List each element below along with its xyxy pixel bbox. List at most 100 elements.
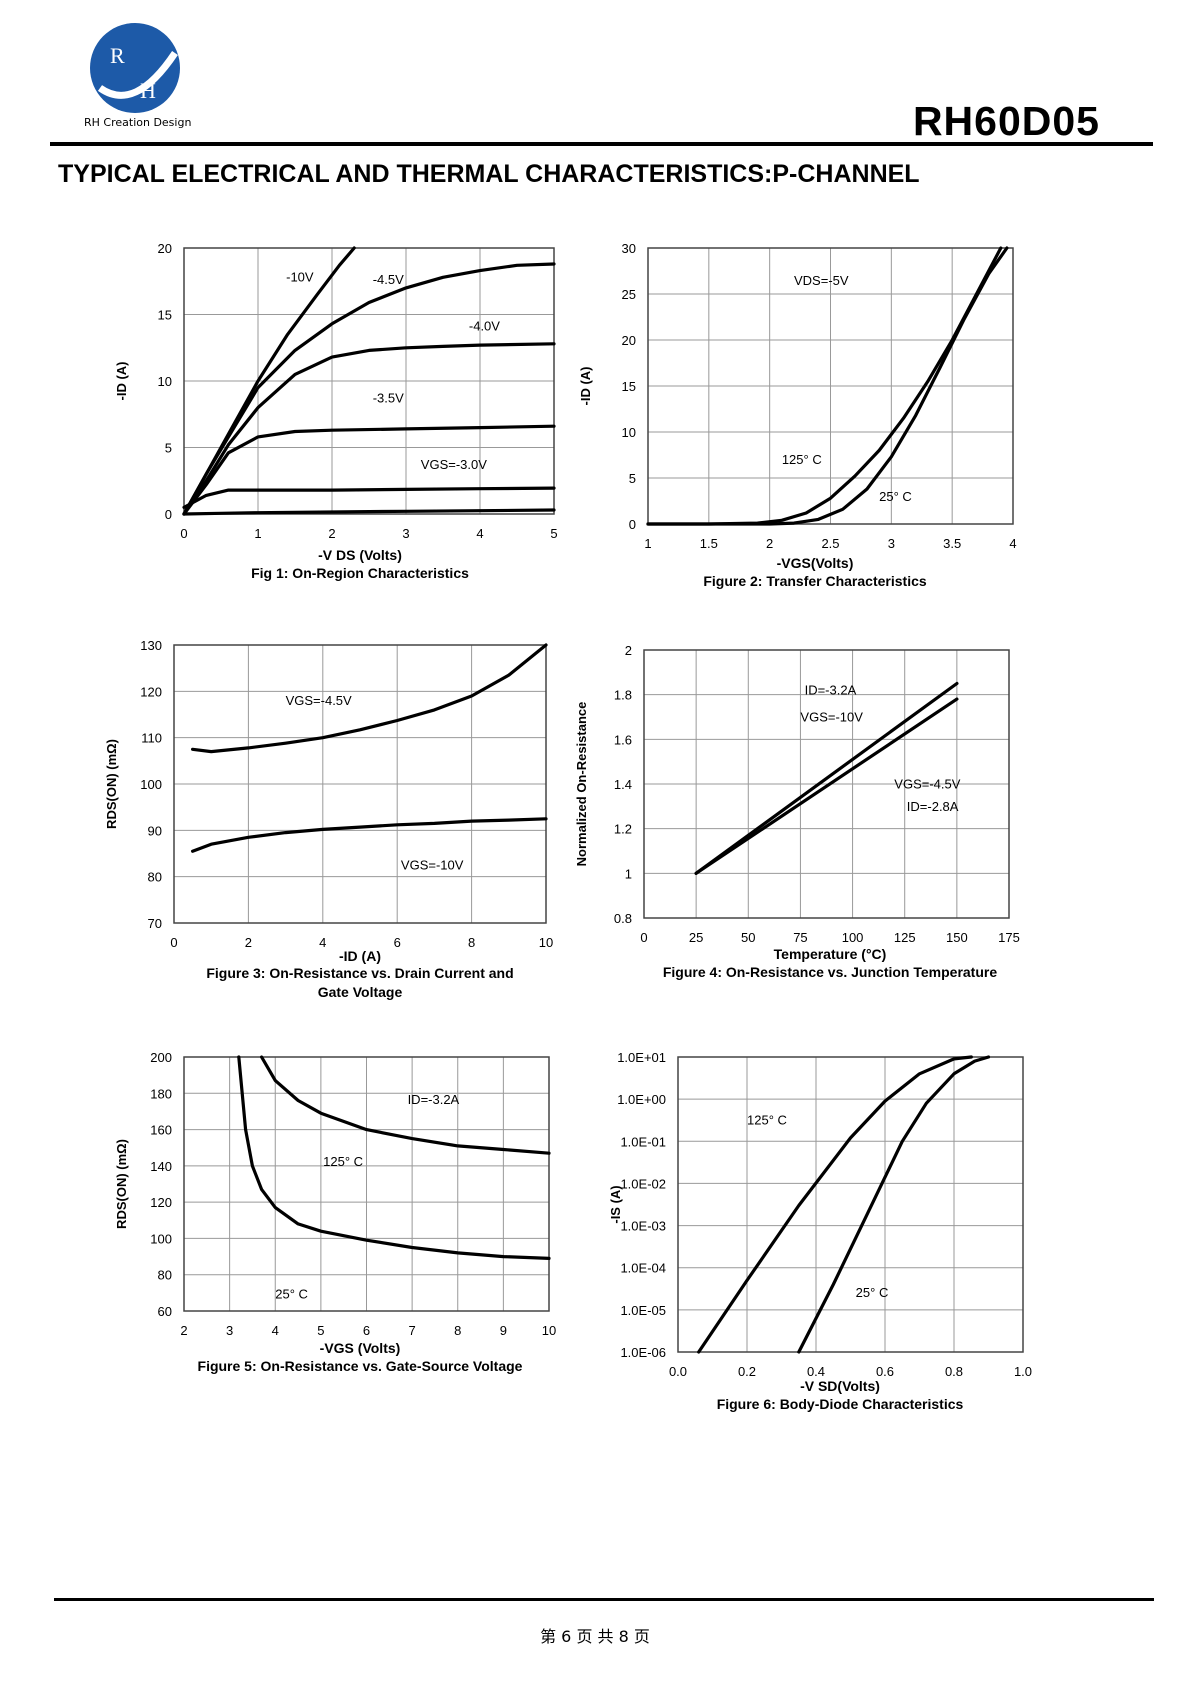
fig1-plot-frame [183,247,555,515]
fig6-y-tick-label: 1.0E-06 [620,1345,666,1360]
fig5-caption: Figure 5: On-Resistance vs. Gate-Source … [198,1358,523,1374]
fig3-x-tick-label: 4 [319,935,326,950]
fig3-series-line-1 [191,817,548,853]
fig2-x-tick-label: 2 [766,536,773,551]
fig4-x-tick-label: 75 [793,930,807,945]
fig4-x-tick-label: 100 [842,930,864,945]
part-number: RH60D05 [912,98,1100,144]
fig2-x-tick-label: 3.5 [943,536,961,551]
fig5-y-tick-label: 120 [150,1195,172,1210]
fig1-annotation: -4.5V [373,272,404,287]
fig6-x-tick-label: 0.0 [669,1364,687,1379]
fig1-x-tick-label: 1 [254,526,261,541]
fig4-y-axis-label: Normalized On-Resistance [574,702,589,867]
fig4-annotation: VGS=-4.5V [894,776,960,791]
fig3-plot-frame [173,644,547,924]
fig2-y-tick-label: 15 [622,379,636,394]
fig6-y-tick-label: 1.0E+00 [617,1092,666,1107]
fig1-y-tick-label: 15 [158,308,172,323]
fig4-x-tick-label: 125 [894,930,916,945]
fig1-x-axis-label: -V DS (Volts) [318,547,402,563]
header-rule [50,142,1153,146]
fig6-y-axis-label: -IS (A) [608,1185,623,1223]
fig1-x-tick-label: 2 [328,526,335,541]
fig4-x-tick-label: 0 [640,930,647,945]
fig5-x-tick-label: 4 [272,1323,279,1338]
fig2-plot-frame [647,247,1014,525]
fig1-caption: Fig 1: On-Region Characteristics [251,565,469,581]
fig4-annotation: ID=-2.8A [907,799,959,814]
fig5-annotation: ID=-3.2A [408,1092,460,1107]
page-number: 第 6 页 共 8 页 [540,1627,650,1646]
fig5-x-tick-label: 8 [454,1323,461,1338]
fig4-y-tick-label: 1.8 [614,688,632,703]
fig6-x-tick-label: 1.0 [1014,1364,1032,1379]
fig5-series-line-0 [260,1055,551,1155]
fig4-x-tick-label: 50 [741,930,755,945]
fig1-x-tick-label: 5 [550,526,557,541]
fig3-caption: Figure 3: On-Resistance vs. Drain Curren… [206,965,513,981]
fig6-y-tick-label: 1.0E-04 [620,1261,666,1276]
fig6-y-tick-label: 1.0E+01 [617,1050,666,1065]
fig6-series-line-1 [797,1055,991,1354]
fig2-x-tick-label: 2.5 [821,536,839,551]
fig2-x-tick-label: 1.5 [700,536,718,551]
fig5-y-tick-label: 80 [158,1268,172,1283]
fig1-x-tick-label: 3 [402,526,409,541]
fig5-plot-frame [183,1056,550,1312]
fig6-annotation: 25° C [856,1285,889,1300]
fig6-y-tick-label: 1.0E-03 [620,1219,666,1234]
page-title: TYPICAL ELECTRICAL AND THERMAL CHARACTER… [58,160,920,188]
fig5-annotation: 125° C [323,1154,363,1169]
fig2-y-tick-label: 25 [622,287,636,302]
company-logo: R H [90,23,180,113]
fig4-x-tick-label: 175 [998,930,1020,945]
fig6-x-tick-label: 0.2 [738,1364,756,1379]
fig1-x-tick-label: 4 [476,526,483,541]
fig5-x-tick-label: 10 [542,1323,556,1338]
fig1-series-line-4 [182,486,556,509]
fig4-y-tick-label: 0.8 [614,911,632,926]
fig5-y-axis-label: RDS(ON) (mΩ) [114,1139,129,1229]
fig5-x-tick-label: 6 [363,1323,370,1338]
fig1-annotation: -4.0V [469,318,500,333]
fig2-x-tick-label: 1 [644,536,651,551]
fig3-series-line-0 [191,643,548,754]
fig6-y-tick-label: 1.0E-01 [620,1134,666,1149]
fig5-x-tick-label: 2 [180,1323,187,1338]
fig6-plot-frame [677,1056,1024,1353]
fig6-annotation: 125° C [747,1112,787,1127]
fig2-y-tick-label: 0 [629,517,636,532]
fig1-series-line-1 [182,262,556,516]
fig2-caption: Figure 2: Transfer Characteristics [703,573,927,589]
fig1-y-axis-label: -ID (A) [114,362,129,401]
footer-rule [54,1598,1154,1601]
company-name: RH Creation Design [84,116,192,129]
fig4-series-line-1 [694,697,959,875]
fig1-y-tick-label: 20 [158,241,172,256]
fig4-y-tick-label: 1.2 [614,822,632,837]
fig2-x-tick-label: 3 [888,536,895,551]
fig3-y-tick-label: 130 [140,638,162,653]
fig1-y-tick-label: 10 [158,374,172,389]
logo-letter-h: H [140,78,156,103]
fig4-y-tick-label: 1.6 [614,732,632,747]
fig6-caption: Figure 6: Body-Diode Characteristics [717,1396,964,1412]
fig5-y-tick-label: 60 [158,1304,172,1319]
fig2-y-axis-label: -ID (A) [578,367,593,406]
fig4-caption: Figure 4: On-Resistance vs. Junction Tem… [663,964,997,980]
fig3-y-tick-label: 80 [148,870,162,885]
fig3-caption-line-2: Gate Voltage [318,984,403,1000]
fig5-annotation: 25° C [275,1286,308,1301]
fig4-series-line-0 [694,681,959,875]
fig4-annotation: VGS=-10V [800,709,863,724]
fig5-x-tick-label: 7 [409,1323,416,1338]
fig3-annotation: VGS=-4.5V [286,693,352,708]
fig6-x-axis-label: -V SD(Volts) [800,1378,880,1394]
fig2-x-axis-label: -VGS(Volts) [777,555,854,571]
fig2-y-tick-label: 10 [622,425,636,440]
fig4-x-axis-label: Temperature (°C) [774,946,887,962]
logo-letter-r: R [110,43,125,68]
fig3-x-tick-label: 6 [394,935,401,950]
